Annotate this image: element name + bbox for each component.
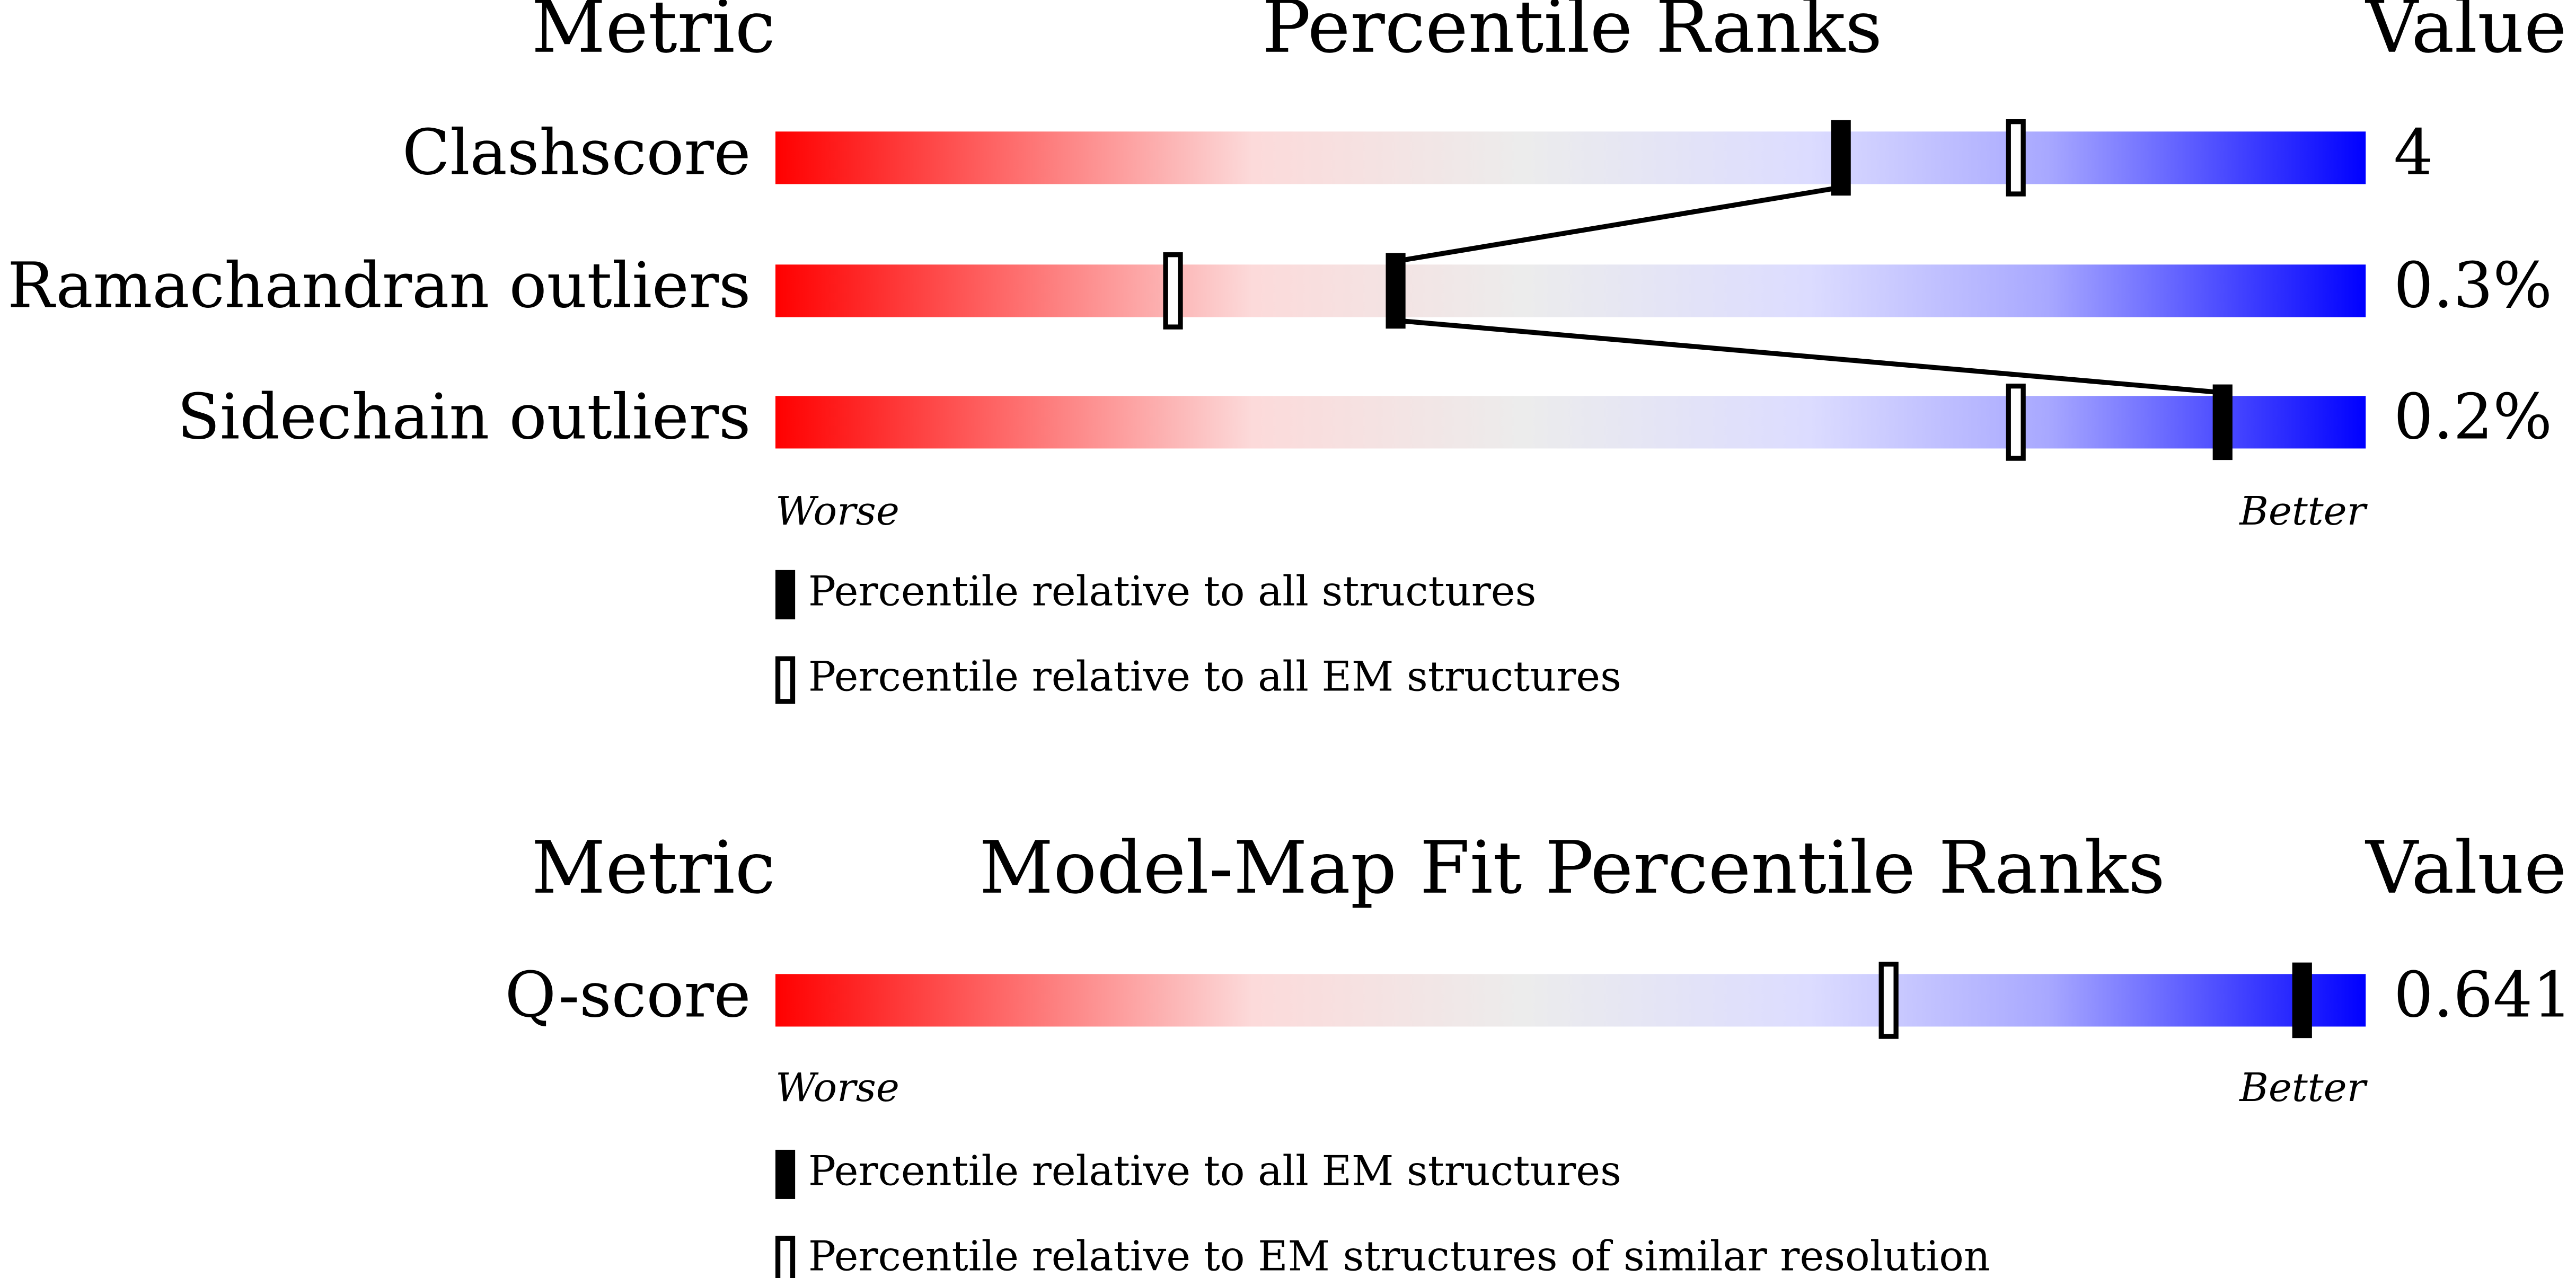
marker-open [2006,119,2026,197]
marker-open [1163,252,1183,330]
marker-open [2006,384,2026,461]
metric-value: 0.2% [2394,380,2552,453]
slider-bar [775,131,2366,184]
marker-filled [2292,962,2312,1039]
marker-open [1878,962,1899,1039]
legend-filled-icon [775,570,796,619]
metric-value: 0.641 [2394,958,2572,1031]
legend-filled-icon [775,1149,796,1199]
metric-value: 0.3% [2394,249,2552,322]
legend-filled: Percentile relative to all structures [808,567,1536,615]
legend-open-icon [775,656,796,704]
header-metric: Metric [532,0,775,69]
legend-open: Percentile relative to all EM structures [808,653,1621,700]
connector [1395,318,2223,395]
slider-bar [775,264,2366,317]
metric-value: 4 [2394,116,2433,189]
slider-bar [775,396,2366,449]
better-label: Better [2238,488,2368,534]
worse-label: Worse [775,488,899,534]
marker-filled [1386,253,1406,329]
metric-label: Ramachandran outliers [7,249,751,322]
header-value: Value [2365,0,2566,69]
legend-open: Percentile relative to EM structures of … [808,1233,1990,1278]
connector [1395,185,1841,264]
header-metric: Metric [532,826,775,910]
marker-filled [2212,384,2233,460]
metric-label: Clashscore [402,116,751,189]
slider-bar [775,974,2366,1027]
metric-label: Sidechain outliers [177,380,751,453]
legend-open-icon [775,1236,796,1278]
worse-label: Worse [775,1064,899,1111]
better-label: Better [2238,1064,2368,1111]
marker-filled [1831,120,1851,196]
header-value: Value [2365,826,2566,910]
metric-label: Q-score [505,958,751,1031]
legend-filled: Percentile relative to all EM structures [808,1147,1621,1195]
header-title: Model-Map Fit Percentile Ranks [980,826,2165,910]
header-title: Percentile Ranks [1262,0,1882,69]
